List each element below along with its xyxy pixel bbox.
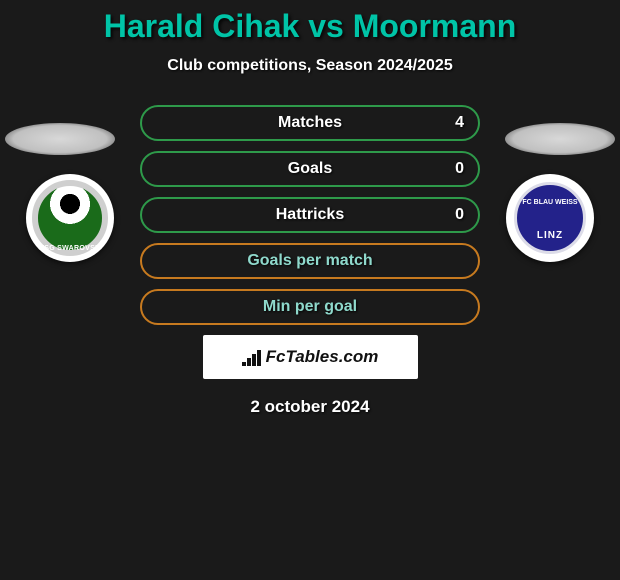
stat-value-right: 0 <box>455 206 464 224</box>
club-logo-right-inner: FC BLAU WEISS LINZ <box>514 182 586 254</box>
subtitle: Club competitions, Season 2024/2025 <box>0 57 620 75</box>
comparison-card: Harald Cihak vs Moormann Club competitio… <box>0 0 620 417</box>
stat-row: Goals per match <box>140 243 480 279</box>
club-logo-right-bottom: LINZ <box>517 230 583 241</box>
stat-label: Goals per match <box>247 252 372 270</box>
stat-row: Hattricks 0 <box>140 197 480 233</box>
branding-text: FcTables.com <box>266 347 379 367</box>
branding-badge: FcTables.com <box>203 335 418 379</box>
player-shadow-left <box>5 123 115 155</box>
stat-value-right: 4 <box>455 114 464 132</box>
stat-label: Goals <box>288 160 332 178</box>
club-logo-right-top: FC BLAU WEISS <box>517 199 583 206</box>
club-logo-right: FC BLAU WEISS LINZ <box>500 174 600 262</box>
stat-value-right: 0 <box>455 160 464 178</box>
stat-row: Matches 4 <box>140 105 480 141</box>
page-title: Harald Cihak vs Moormann <box>0 8 620 45</box>
club-logo-left-disc: WSG SWAROVSKI <box>26 174 114 262</box>
stat-row: Goals 0 <box>140 151 480 187</box>
bars-icon-bar <box>247 358 251 366</box>
club-logo-left: WSG SWAROVSKI <box>20 174 120 262</box>
stat-label: Matches <box>278 114 342 132</box>
stats-list: Matches 4 Goals 0 Hattricks 0 Goals per match M… <box>140 105 480 325</box>
stat-row: Min per goal <box>140 289 480 325</box>
player-shadow-right <box>505 123 615 155</box>
bars-icon-bar <box>242 362 246 366</box>
stat-label: Hattricks <box>276 206 344 224</box>
bars-icon-bar <box>252 354 256 366</box>
stat-label: Min per goal <box>263 298 357 316</box>
club-logo-right-disc: FC BLAU WEISS LINZ <box>506 174 594 262</box>
bars-icon-bar <box>257 350 261 366</box>
club-logo-left-text: WSG SWAROVSKI <box>26 245 114 252</box>
bars-icon <box>242 348 264 366</box>
date-label: 2 october 2024 <box>0 397 620 417</box>
